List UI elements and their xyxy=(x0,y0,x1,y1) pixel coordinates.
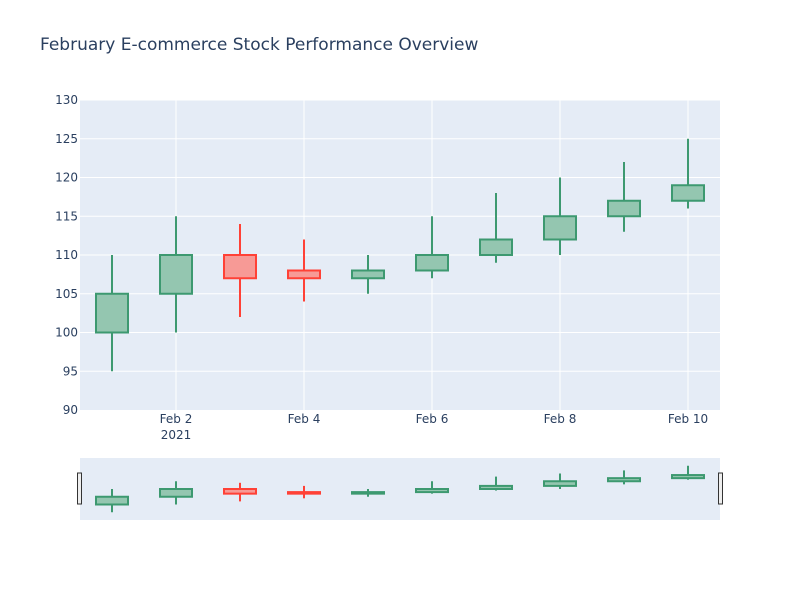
main-body xyxy=(287,269,321,280)
main-body xyxy=(415,254,449,272)
y-tick-label: 120 xyxy=(55,171,78,185)
slider-candle xyxy=(415,481,449,494)
main-body xyxy=(479,238,513,256)
x-tick-label: Feb 10 xyxy=(668,412,708,426)
y-tick-label: 95 xyxy=(63,364,78,378)
y-tick-label: 100 xyxy=(55,326,78,340)
main-candle xyxy=(351,255,385,294)
chart-title: February E-commerce Stock Performance Ov… xyxy=(40,35,478,55)
main-candle xyxy=(479,193,513,263)
x-tick-label: Feb 4 xyxy=(288,412,321,426)
y-axis: 90 95 100 105 110 115 120 125 130 xyxy=(55,93,78,417)
main-body xyxy=(607,199,641,218)
slider-candle xyxy=(543,473,577,489)
candles xyxy=(95,138,705,372)
slider-body xyxy=(671,474,705,480)
slider-body xyxy=(543,480,577,487)
main-body xyxy=(543,215,577,241)
range-slider-left-handle[interactable] xyxy=(77,472,82,505)
main-candle xyxy=(159,216,193,333)
y-tick-label: 110 xyxy=(55,248,78,262)
slider-candle xyxy=(479,476,513,491)
main-candle xyxy=(543,177,577,255)
x-tick-label: Feb 2 xyxy=(160,412,193,426)
slider-candle xyxy=(351,489,385,497)
slider-candle xyxy=(671,465,705,480)
slider-body xyxy=(479,484,513,490)
range-slider-candles xyxy=(95,465,705,513)
slider-body xyxy=(351,491,385,495)
x-tick-label: Feb 8 xyxy=(544,412,577,426)
slider-candle xyxy=(287,485,321,499)
main-body xyxy=(159,254,193,295)
main-candle xyxy=(415,216,449,279)
main-candle xyxy=(223,224,257,317)
slider-candle xyxy=(95,489,129,513)
slider-body xyxy=(159,488,193,498)
slider-body xyxy=(95,495,129,506)
slider-body xyxy=(415,488,449,494)
main-body xyxy=(223,254,257,280)
main-body xyxy=(95,292,129,334)
slider-body xyxy=(223,488,257,495)
slider-candle xyxy=(159,481,193,505)
main-candle xyxy=(287,239,321,302)
x-axis: Feb 2 Feb 4 Feb 6 Feb 8 Feb 10 2021 xyxy=(160,412,709,442)
y-tick-label: 125 xyxy=(55,132,78,146)
y-tick-label: 130 xyxy=(55,93,78,107)
slider-candle xyxy=(607,470,641,485)
range-slider-right-handle[interactable] xyxy=(718,472,723,505)
y-tick-label: 105 xyxy=(55,287,78,301)
slider-body xyxy=(287,491,321,495)
main-candle xyxy=(607,162,641,232)
x-year-label: 2021 xyxy=(161,428,192,442)
main-body xyxy=(351,269,385,280)
main-candle xyxy=(95,255,129,372)
main-candle xyxy=(671,138,705,209)
y-tick-label: 90 xyxy=(63,403,78,417)
x-tick-label: Feb 6 xyxy=(416,412,449,426)
slider-candle xyxy=(223,482,257,502)
y-tick-label: 115 xyxy=(55,209,78,223)
main-body xyxy=(671,184,705,202)
slider-body xyxy=(607,477,641,483)
